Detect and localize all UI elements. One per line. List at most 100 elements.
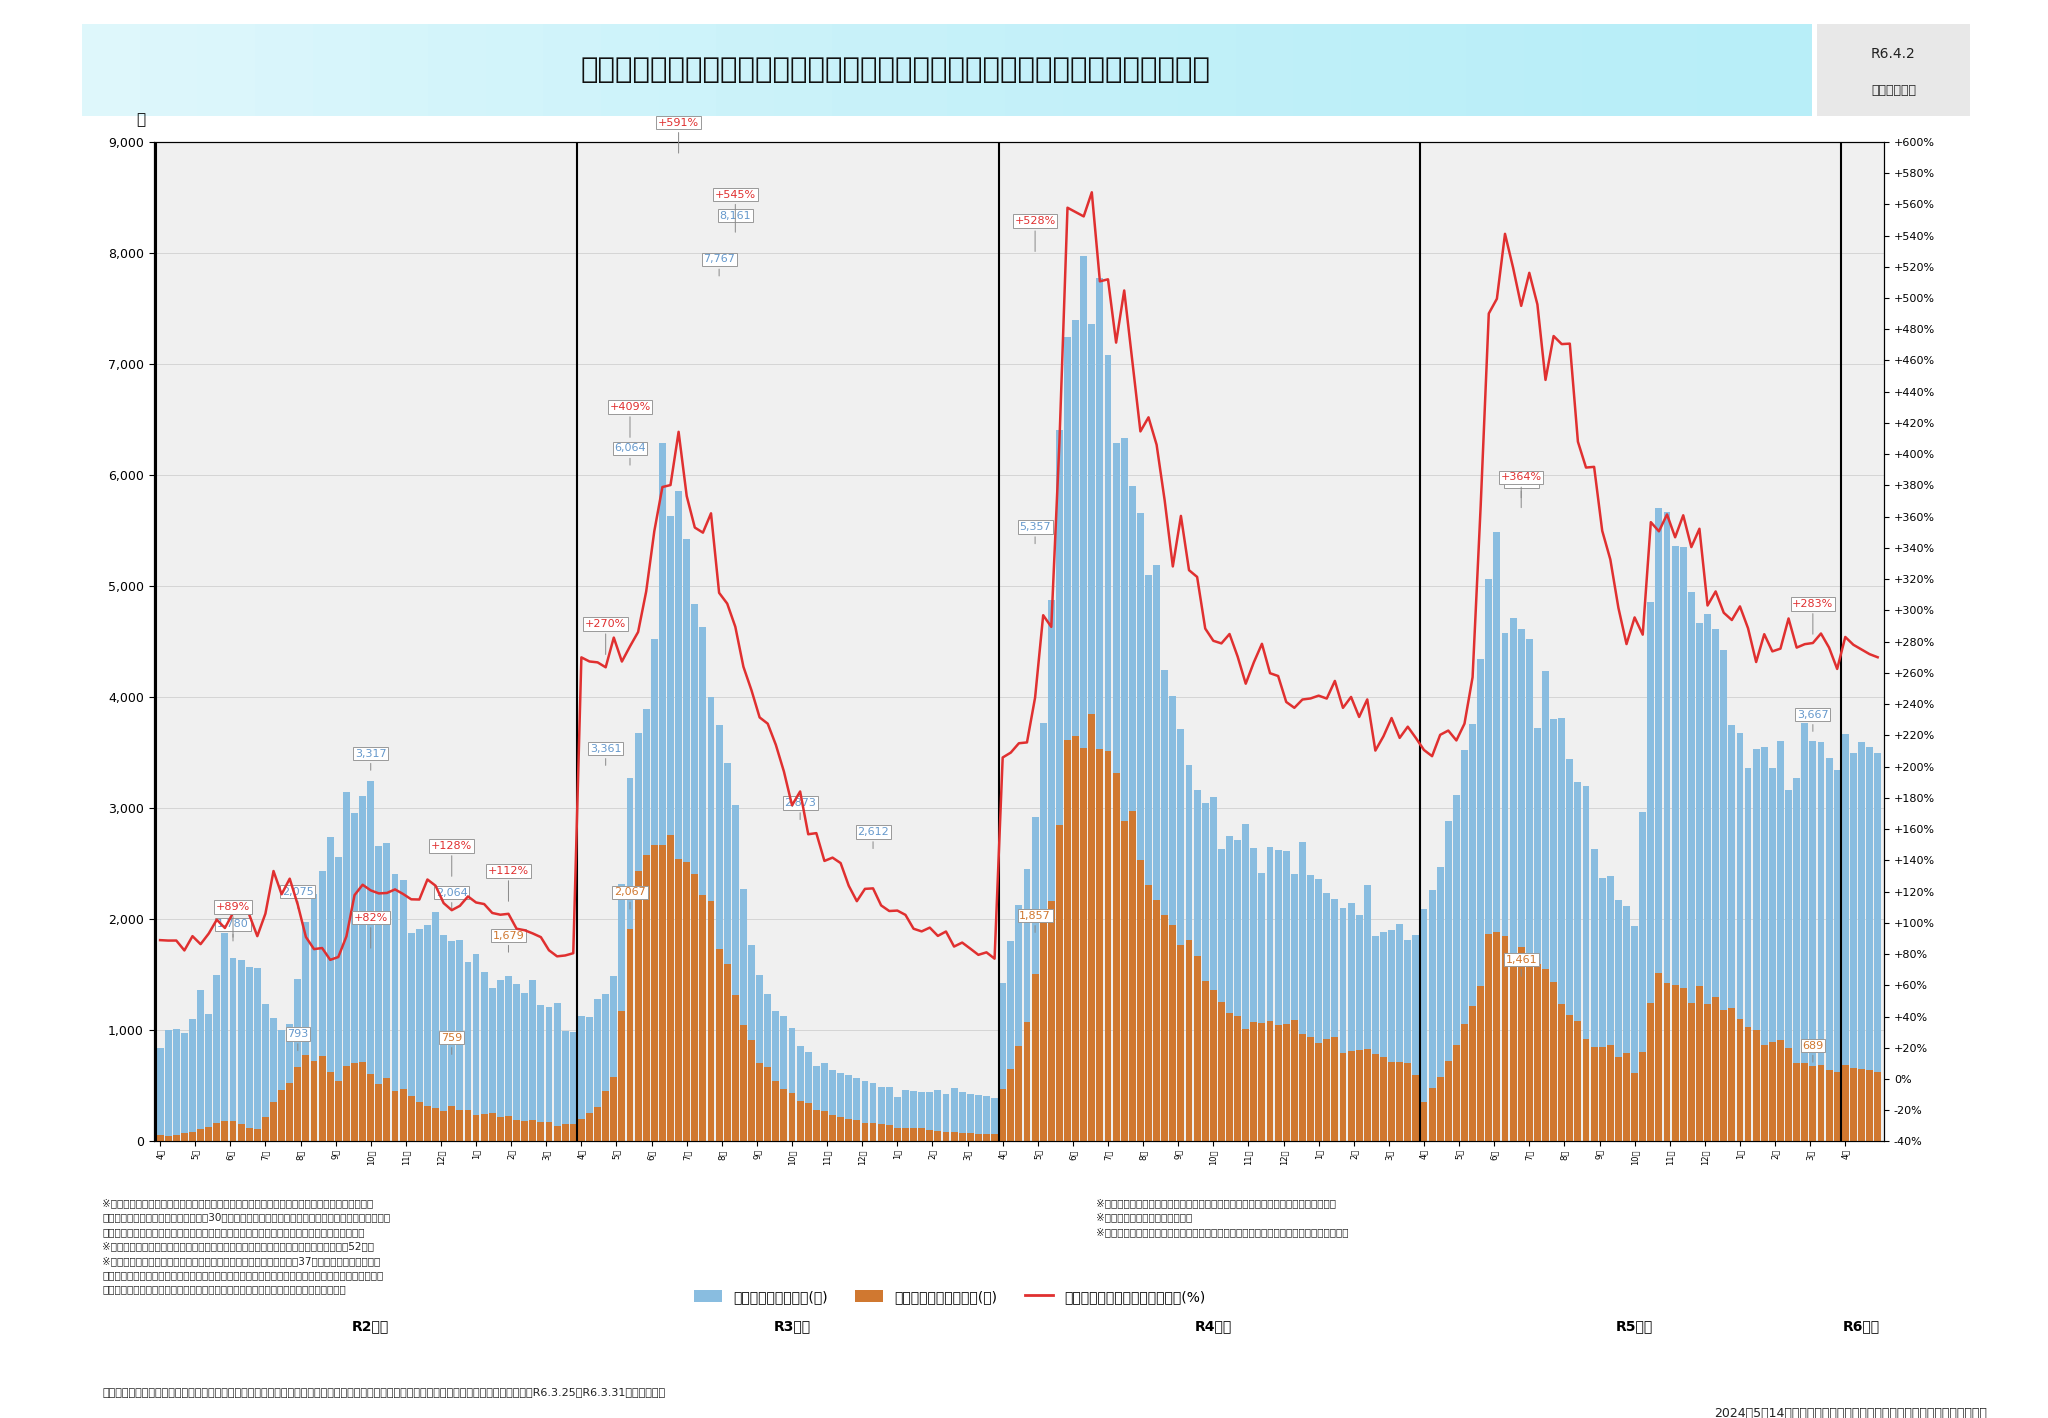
Bar (1493, 932, 1501, 1141)
Bar (1049, 600, 1055, 1141)
Bar (692, 604, 698, 1141)
Bar (1063, 24, 1120, 116)
Bar (967, 1095, 973, 1141)
Bar (756, 1064, 764, 1141)
Bar (780, 1017, 786, 1141)
Bar (668, 516, 674, 1141)
Bar (506, 976, 512, 1141)
Bar (303, 1055, 309, 1141)
Bar (1825, 759, 1833, 1141)
Text: R6.4.2: R6.4.2 (1872, 47, 1915, 61)
Bar (1509, 618, 1516, 1141)
Text: 出典：消防庁　新型コロナウイルス感染症に伴う救急搬送困難事案に係る状況調査「各消防本部からの救急搬送困難事案に係る状況調査の結果（R6.3.25〜R6.3.31: 出典：消防庁 新型コロナウイルス感染症に伴う救急搬送困難事案に係る状況調査「各消… (102, 1387, 666, 1397)
Bar (717, 24, 774, 116)
Bar (1364, 1049, 1370, 1141)
Bar (1227, 1012, 1233, 1141)
Bar (659, 845, 666, 1141)
Text: +112%: +112% (487, 866, 528, 902)
Text: 7,767: 7,767 (702, 254, 735, 277)
Bar (1438, 866, 1444, 1141)
Bar (1409, 24, 1466, 116)
Bar (1137, 861, 1145, 1141)
Bar (295, 980, 301, 1141)
Bar (522, 1122, 528, 1141)
Bar (1630, 926, 1638, 1141)
Text: R4年度: R4年度 (1194, 1319, 1233, 1333)
Bar (1518, 947, 1524, 1141)
Bar (1753, 749, 1759, 1141)
Bar (1599, 1046, 1606, 1141)
Bar (1647, 603, 1655, 1141)
Bar (651, 845, 657, 1141)
Bar (926, 1092, 934, 1141)
Bar (246, 1129, 252, 1141)
Text: 総務省消防庁: 総務省消防庁 (1872, 84, 1915, 96)
Bar (465, 961, 471, 1141)
Bar (684, 539, 690, 1141)
Text: 3,667: 3,667 (1796, 710, 1829, 732)
Bar (813, 1066, 819, 1141)
Bar (350, 1064, 358, 1141)
Bar (399, 881, 408, 1141)
Bar (1786, 1048, 1792, 1141)
Text: +591%: +591% (657, 118, 698, 153)
Bar (958, 1092, 965, 1141)
Bar (569, 1032, 578, 1141)
Bar (805, 1052, 811, 1141)
Bar (1761, 1045, 1767, 1141)
Bar (1257, 873, 1266, 1141)
Bar (1542, 671, 1548, 1141)
Bar (545, 1122, 553, 1141)
Bar (676, 491, 682, 1141)
Bar (156, 1136, 164, 1141)
Bar (1032, 817, 1038, 1141)
Bar (569, 1123, 578, 1141)
Bar (731, 995, 739, 1141)
Bar (1194, 790, 1200, 1141)
Bar (1468, 1007, 1477, 1141)
Bar (1128, 486, 1137, 1141)
Bar (1137, 513, 1145, 1141)
Bar (328, 837, 334, 1141)
Bar (1477, 986, 1485, 1141)
Bar (1040, 923, 1047, 1141)
Bar (635, 871, 641, 1141)
Bar (1210, 797, 1217, 1141)
Bar (270, 1018, 276, 1141)
Bar (731, 805, 739, 1141)
Bar (391, 1090, 399, 1141)
Text: +283%: +283% (1792, 598, 1833, 634)
Bar (1120, 24, 1178, 116)
Bar (1477, 659, 1485, 1141)
Bar (1825, 1069, 1833, 1141)
Bar (1769, 1042, 1776, 1141)
Bar (432, 912, 438, 1141)
Bar (1858, 742, 1866, 1141)
Bar (1737, 733, 1743, 1141)
Bar (829, 1069, 836, 1141)
Bar (610, 976, 616, 1141)
Bar (1073, 736, 1079, 1141)
Bar (1460, 1024, 1468, 1141)
Bar (1073, 320, 1079, 1141)
Bar (408, 1096, 414, 1141)
Bar (1145, 574, 1151, 1141)
Bar (901, 1129, 909, 1141)
Bar (707, 902, 715, 1141)
Bar (1087, 713, 1096, 1141)
Bar (723, 763, 731, 1141)
Bar (1526, 640, 1532, 1141)
Bar (1274, 1025, 1282, 1141)
Bar (1817, 743, 1825, 1141)
Text: +409%: +409% (610, 403, 651, 437)
Bar (829, 1115, 836, 1141)
Bar (1874, 753, 1882, 1141)
Bar (1016, 1045, 1022, 1141)
Bar (428, 24, 485, 116)
Bar (1389, 930, 1395, 1141)
Bar (838, 1117, 844, 1141)
Bar (1298, 842, 1307, 1141)
Bar (1712, 997, 1718, 1141)
Bar (715, 949, 723, 1141)
Text: ※４　医療機関の受入れ体制確保に向け、厚生労働省及び都道府県等と状況を共有。
※５　この数値は速報値である。
※６　本調査には保健所等により医療機関への受入れ照: ※４ 医療機関の受入れ体制確保に向け、厚生労働省及び都道府県等と状況を共有。 ※… (1096, 1198, 1348, 1236)
